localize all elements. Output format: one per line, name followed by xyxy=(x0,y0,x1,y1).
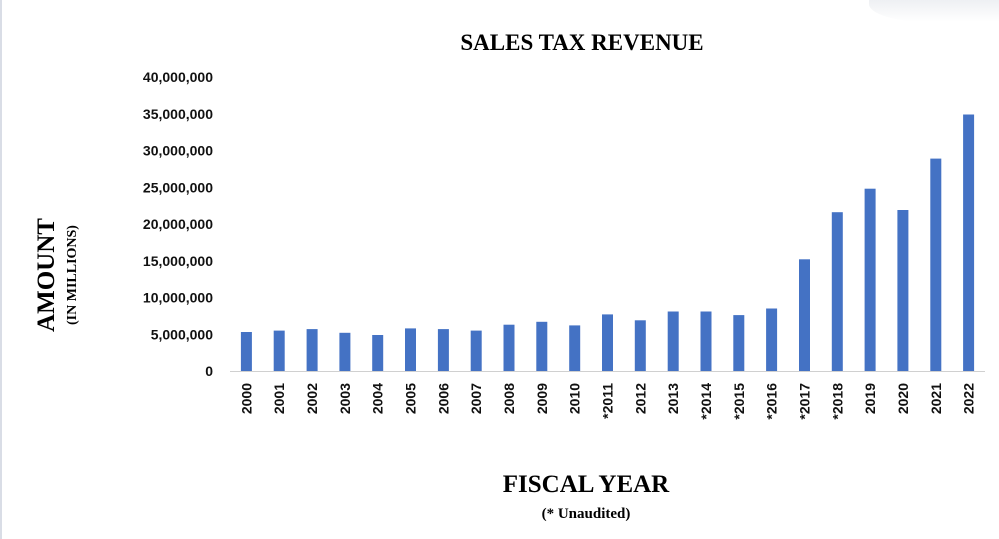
x-tick-label: *2014 xyxy=(698,383,714,420)
bar xyxy=(799,259,810,371)
bar xyxy=(667,311,679,371)
bar xyxy=(273,330,285,371)
y-tick-label: 30,000,000 xyxy=(143,143,213,159)
x-tick-label: 2021 xyxy=(928,383,944,414)
y-tick-label: 5,000,000 xyxy=(151,326,213,342)
x-tick-label: 2004 xyxy=(370,383,386,414)
y-tick-label: 15,000,000 xyxy=(143,253,213,269)
x-tick-label: 2012 xyxy=(632,383,648,414)
x-tick-label: 2009 xyxy=(534,383,550,414)
bar xyxy=(733,315,745,371)
bar xyxy=(864,188,876,371)
chart-title: SALES TAX REVENUE xyxy=(460,30,703,55)
x-tick-label: 2020 xyxy=(895,383,911,414)
x-tick-label: 2003 xyxy=(337,383,353,414)
bar xyxy=(405,328,416,371)
x-tick-label: *2016 xyxy=(764,383,780,420)
y-tick-label: 20,000,000 xyxy=(143,216,213,232)
bar xyxy=(766,308,778,371)
x-tick-label: *2017 xyxy=(797,383,813,420)
bar xyxy=(897,210,909,371)
x-tick-label: 2022 xyxy=(961,383,977,414)
bar xyxy=(536,321,548,371)
bar xyxy=(634,320,646,371)
x-tick-label: 2006 xyxy=(435,383,451,414)
bar xyxy=(240,332,252,371)
x-tick-label: 2013 xyxy=(665,383,681,414)
y-axis-sublabel: (IN MILLIONS) xyxy=(65,225,80,325)
bar xyxy=(700,311,712,371)
y-tick-label: 35,000,000 xyxy=(143,106,213,122)
x-tick-label: 2007 xyxy=(468,383,484,414)
x-tick-label: 2002 xyxy=(304,383,320,414)
x-tick-label: 2019 xyxy=(862,383,878,414)
x-tick-label: 2010 xyxy=(567,383,583,414)
x-tick-label: 2008 xyxy=(501,383,517,414)
y-tick-labels: 0 5,000,000 10,000,000 15,000,000 20,000,000… xyxy=(143,69,213,379)
bar xyxy=(372,335,384,371)
bar xyxy=(930,158,942,371)
bar xyxy=(569,325,581,371)
corner-shading xyxy=(869,0,999,22)
y-axis-label: AMOUNT xyxy=(33,218,60,332)
x-axis-label: FISCAL YEAR xyxy=(503,471,670,498)
x-tick-label: *2015 xyxy=(731,383,747,420)
bar xyxy=(339,332,351,371)
bar xyxy=(437,329,449,371)
x-axis-sublabel: (* Unaudited) xyxy=(542,506,631,522)
x-tick-labels: 2000 2001 2002 2003 2004 2005 2006 2007 2008 2009… xyxy=(238,383,976,420)
bar xyxy=(963,114,975,371)
x-tick-label: 2005 xyxy=(403,383,419,414)
bar xyxy=(602,314,613,371)
y-tick-label: 10,000,000 xyxy=(143,290,213,306)
x-tick-label: *2018 xyxy=(829,383,845,420)
bar xyxy=(306,329,318,371)
bar xyxy=(470,330,482,371)
y-tick-label: 25,000,000 xyxy=(143,179,213,195)
x-tick-label: 2001 xyxy=(271,383,287,414)
bar xyxy=(831,212,843,371)
x-tick-label: 2000 xyxy=(238,383,254,414)
bars-group xyxy=(240,114,975,371)
x-tick-label: *2011 xyxy=(600,383,616,419)
y-tick-label: 40,000,000 xyxy=(143,69,213,85)
bar xyxy=(503,324,515,371)
y-tick-label: 0 xyxy=(205,363,213,379)
